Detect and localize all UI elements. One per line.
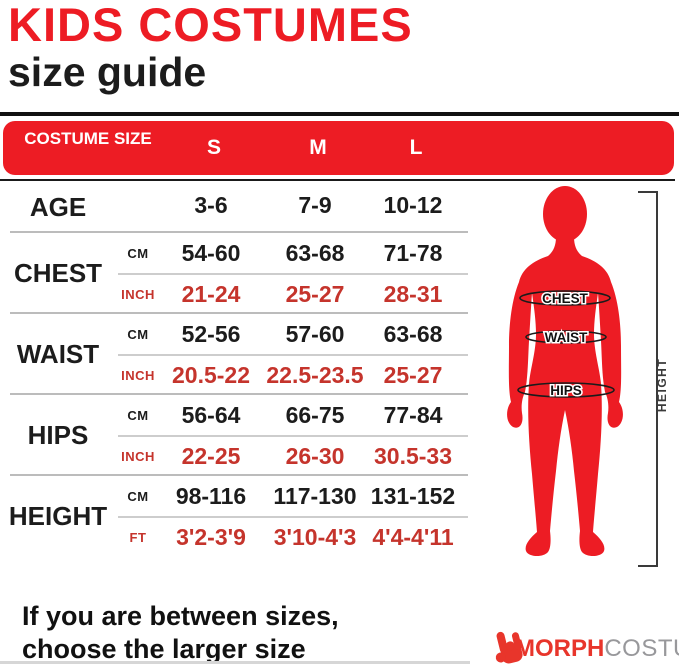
hips-unit-inch: INCH — [121, 449, 155, 464]
page-subtitle: size guide — [8, 49, 207, 95]
sub-divider — [118, 354, 468, 356]
height-cm-m: 117-130 — [273, 483, 357, 509]
figure-chest-label: CHEST — [542, 291, 589, 306]
waist-inch-s: 20.5-22 — [171, 362, 250, 388]
header-col-l: L — [409, 136, 423, 159]
height-ft-s: 3'2-3'9 — [176, 524, 246, 550]
sizing-note-line1: If you are between sizes, — [22, 601, 339, 631]
top-divider — [0, 112, 679, 116]
waist-inch-m: 22.5-23.5 — [266, 362, 364, 388]
hips-inch-m: 26-30 — [285, 443, 345, 469]
figure-head — [543, 186, 587, 242]
sizing-note: If you are between sizes, choose the lar… — [22, 600, 339, 664]
hips-cm-l: 77-84 — [383, 402, 443, 428]
hips-unit-cm: CM — [127, 408, 149, 423]
waist-inch-l: 25-27 — [383, 362, 443, 388]
table-header-row: COSTUME SIZE S M L — [3, 121, 674, 175]
waist-unit-inch: INCH — [121, 368, 155, 383]
rock-hand-icon — [495, 631, 523, 664]
row-label-age: AGE — [29, 192, 87, 222]
chest-unit-inch: INCH — [121, 287, 155, 302]
waist-cm-s: 52-56 — [181, 321, 241, 347]
age-s: 3-6 — [194, 192, 228, 218]
figure-height-label: HEIGHT — [655, 357, 669, 413]
row-divider — [10, 474, 468, 476]
row-label-chest: CHEST — [13, 258, 103, 288]
bottom-edge-artifact — [0, 661, 470, 664]
header-divider — [0, 179, 675, 181]
sizing-note-line2: choose the larger size — [22, 634, 306, 664]
chest-inch-m: 25-27 — [285, 281, 345, 307]
sub-divider — [118, 435, 468, 437]
logo-text-orph: ORPH — [535, 635, 605, 662]
chest-inch-l: 28-31 — [383, 281, 443, 307]
chest-cm-l: 71-78 — [383, 240, 443, 266]
logo-text-costumes: COSTUMES — [604, 635, 679, 662]
height-unit-ft: FT — [129, 530, 147, 545]
height-ft-m: 3'10-4'3 — [273, 524, 357, 550]
height-cm-l: 131-152 — [370, 483, 456, 509]
chest-measurement-arc — [519, 290, 611, 306]
chest-cm-s: 54-60 — [181, 240, 241, 266]
hips-inch-l: 30.5-33 — [373, 443, 452, 469]
header-col-s: S — [206, 136, 221, 159]
chest-inch-s: 21-24 — [181, 281, 241, 307]
waist-measurement-arc — [525, 330, 607, 344]
row-label-hips: HIPS — [27, 420, 89, 450]
height-bracket — [638, 191, 658, 567]
waist-cm-l: 63-68 — [383, 321, 443, 347]
age-m: 7-9 — [298, 192, 332, 218]
row-divider — [10, 393, 468, 395]
chest-unit-cm: CM — [127, 246, 149, 261]
hips-cm-s: 56-64 — [181, 402, 241, 428]
body-silhouette: CHEST WAIST HIPS — [507, 186, 623, 557]
row-label-height: HEIGHT — [8, 501, 108, 531]
hips-cm-m: 66-75 — [285, 402, 345, 428]
morphcostumes-logo: MORPHCOSTUMES — [488, 629, 679, 664]
height-unit-cm: CM — [127, 489, 149, 504]
height-ft-l: 4'4-4'11 — [372, 524, 454, 550]
figure-hips-label: HIPS — [550, 383, 582, 398]
hips-measurement-arc — [517, 382, 615, 398]
figure-waist-label: WAIST — [545, 330, 589, 345]
age-l: 10-12 — [383, 192, 443, 218]
row-divider — [10, 312, 468, 314]
waist-unit-cm: CM — [127, 327, 149, 342]
hips-inch-s: 22-25 — [181, 443, 241, 469]
height-cm-s: 98-116 — [175, 483, 247, 509]
header-costume-size: COSTUME SIZE — [24, 129, 152, 148]
chest-cm-m: 63-68 — [285, 240, 345, 266]
row-divider — [10, 231, 468, 233]
row-label-waist: WAIST — [16, 339, 100, 369]
header-col-m: M — [309, 136, 327, 159]
sub-divider — [118, 273, 468, 275]
page-title: KIDS COSTUMES — [8, 0, 413, 51]
sub-divider — [118, 516, 468, 518]
waist-cm-m: 57-60 — [285, 321, 345, 347]
